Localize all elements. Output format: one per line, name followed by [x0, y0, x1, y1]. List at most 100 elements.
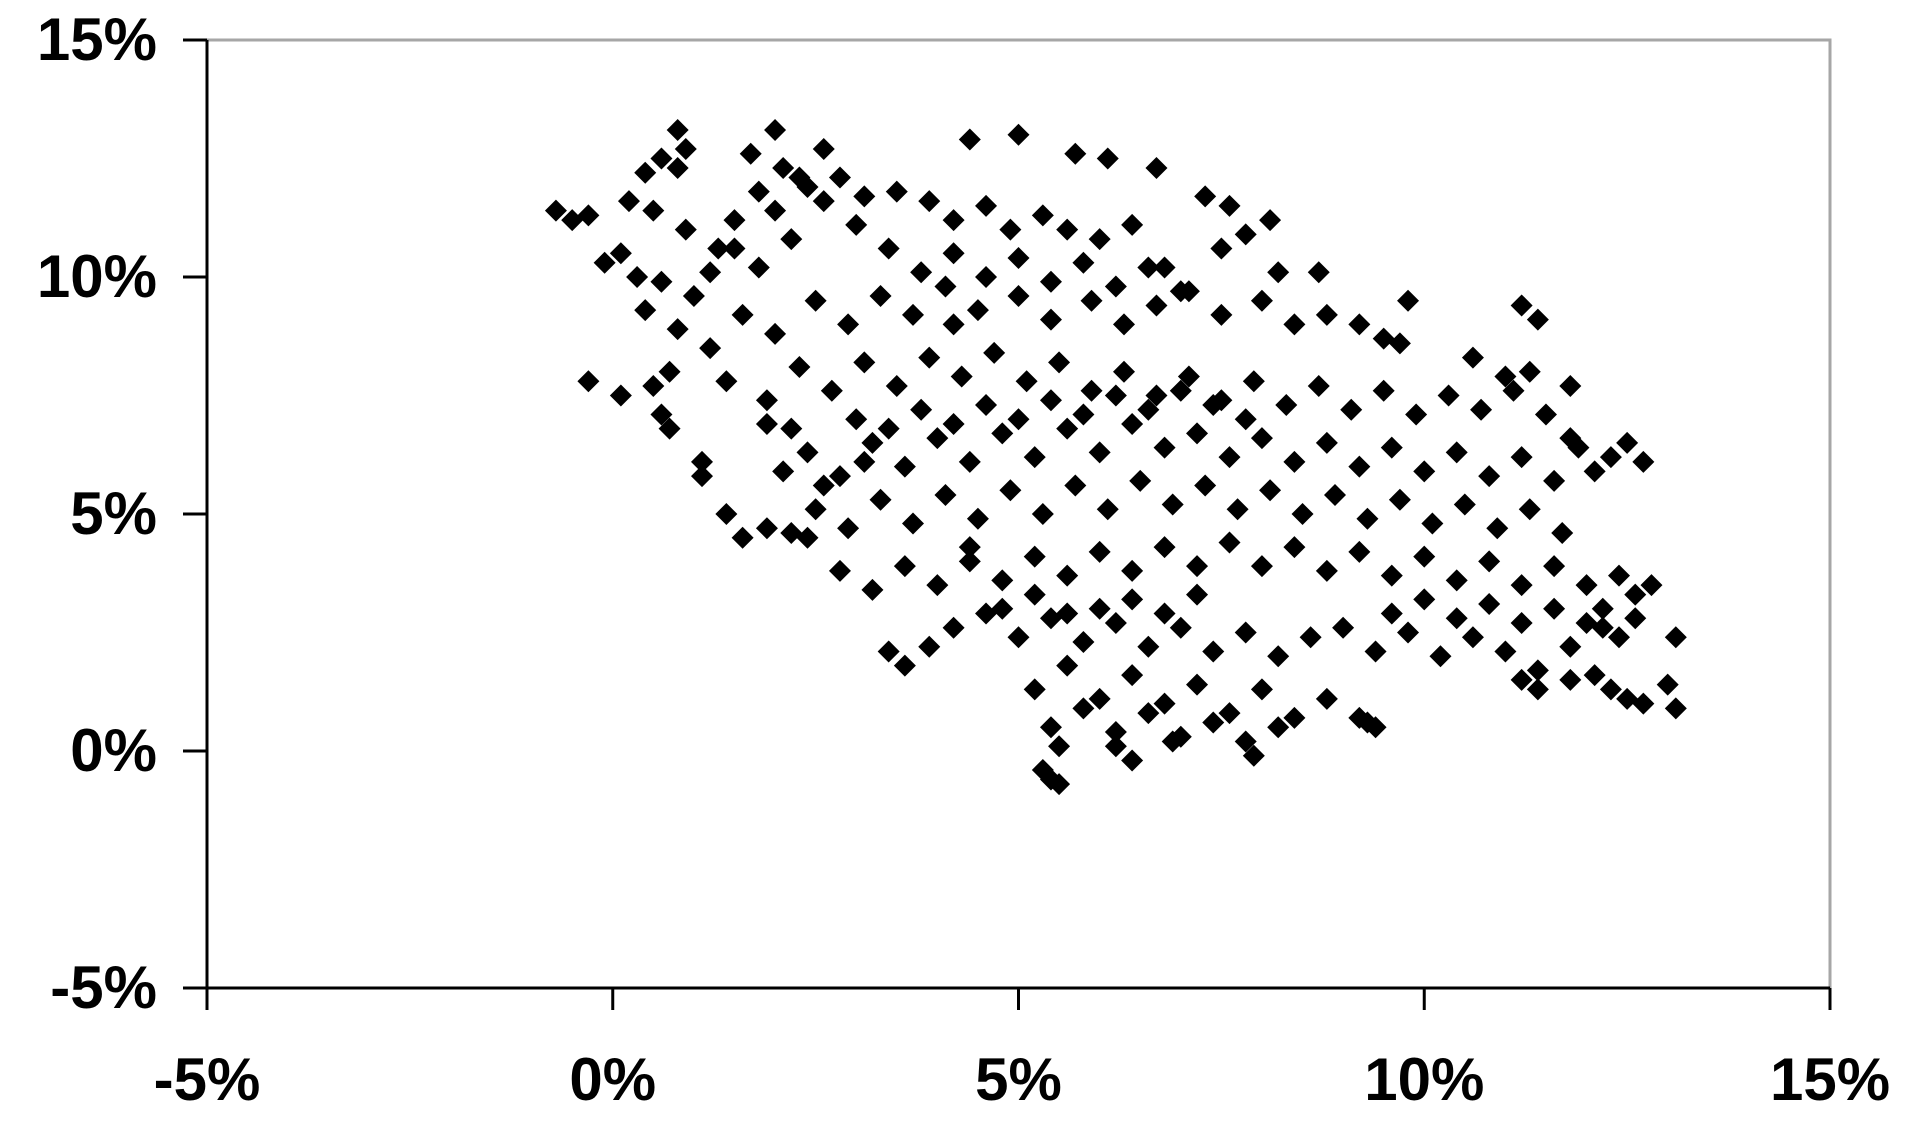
data-point — [1372, 327, 1395, 350]
data-point — [991, 597, 1014, 620]
data-point — [1202, 640, 1225, 663]
data-point — [1234, 730, 1257, 753]
data-point — [1186, 555, 1209, 578]
data-point — [1064, 142, 1087, 165]
data-point — [715, 370, 738, 393]
data-point — [650, 147, 673, 170]
data-point — [1056, 417, 1079, 440]
data-point — [1039, 270, 1062, 293]
data-point — [755, 412, 778, 435]
data-point — [1348, 540, 1371, 563]
data-point — [1348, 313, 1371, 336]
data-point — [1494, 365, 1517, 388]
data-point — [577, 370, 600, 393]
data-point — [1599, 678, 1622, 701]
data-point — [1169, 616, 1192, 639]
data-point — [845, 213, 868, 236]
data-point — [1413, 545, 1436, 568]
data-point — [918, 190, 941, 213]
data-point — [1380, 602, 1403, 625]
data-point — [1007, 284, 1030, 307]
data-point — [1153, 602, 1176, 625]
data-point — [1104, 721, 1127, 744]
data-point — [1153, 536, 1176, 559]
data-point — [1072, 251, 1095, 274]
data-point — [1559, 668, 1582, 691]
data-point — [1096, 498, 1119, 521]
data-point — [764, 199, 787, 222]
data-point — [577, 204, 600, 227]
data-point — [999, 479, 1022, 502]
data-point — [820, 379, 843, 402]
data-point — [1551, 521, 1574, 544]
data-point — [1283, 313, 1306, 336]
data-point — [626, 266, 649, 288]
data-point — [1275, 393, 1298, 416]
data-point — [1315, 303, 1338, 326]
data-point — [1364, 640, 1387, 663]
data-point — [975, 602, 998, 625]
data-point — [1307, 261, 1330, 284]
data-point — [723, 209, 746, 232]
y-tick-label: 5% — [70, 480, 157, 547]
data-point — [772, 460, 795, 483]
data-point — [1072, 403, 1095, 426]
data-point — [764, 322, 787, 345]
data-point — [1137, 256, 1160, 279]
data-point — [739, 142, 762, 165]
data-point — [942, 412, 965, 435]
data-point — [837, 517, 860, 540]
data-point — [1388, 488, 1411, 511]
data-point — [1104, 612, 1127, 635]
y-tick-label: 15% — [37, 6, 157, 73]
data-point — [796, 441, 819, 464]
data-point — [845, 408, 868, 431]
data-point — [1510, 446, 1533, 469]
data-point — [1583, 664, 1606, 687]
data-point — [1031, 503, 1054, 525]
data-point — [1486, 517, 1509, 540]
data-point — [1543, 469, 1566, 492]
data-point — [666, 156, 689, 179]
data-point — [1250, 427, 1273, 450]
data-point — [1186, 673, 1209, 696]
data-point — [885, 375, 908, 398]
data-point — [796, 526, 819, 549]
data-point — [1526, 308, 1549, 331]
data-point — [1186, 583, 1209, 606]
data-point — [1380, 564, 1403, 587]
data-point — [1072, 630, 1095, 653]
data-point — [691, 450, 714, 473]
data-point — [991, 422, 1014, 445]
data-point — [1259, 209, 1282, 232]
data-point — [1129, 469, 1152, 492]
x-axis-ticks: -5% 0% 5% 10% 15% — [154, 988, 1890, 1113]
data-point — [910, 398, 933, 421]
data-point — [812, 190, 835, 213]
data-point — [634, 299, 657, 322]
data-point — [1104, 384, 1127, 407]
data-point — [1161, 493, 1184, 516]
data-point — [1145, 294, 1168, 317]
data-point — [1023, 678, 1046, 701]
data-point — [1616, 431, 1639, 454]
data-point — [699, 261, 722, 284]
data-point — [1039, 308, 1062, 331]
data-point — [561, 209, 584, 232]
data-point — [1039, 716, 1062, 739]
data-point — [1088, 441, 1111, 464]
data-point — [1218, 446, 1241, 469]
data-point — [772, 156, 795, 179]
data-point — [950, 365, 973, 388]
data-point — [812, 138, 835, 161]
data-point — [674, 138, 697, 161]
data-point — [1494, 640, 1517, 663]
data-point — [1145, 384, 1168, 407]
data-point — [1250, 289, 1273, 312]
plot-border — [205, 38, 1832, 990]
data-point — [812, 474, 835, 497]
data-point — [1023, 583, 1046, 606]
data-point — [1267, 716, 1290, 739]
data-point — [934, 275, 957, 298]
